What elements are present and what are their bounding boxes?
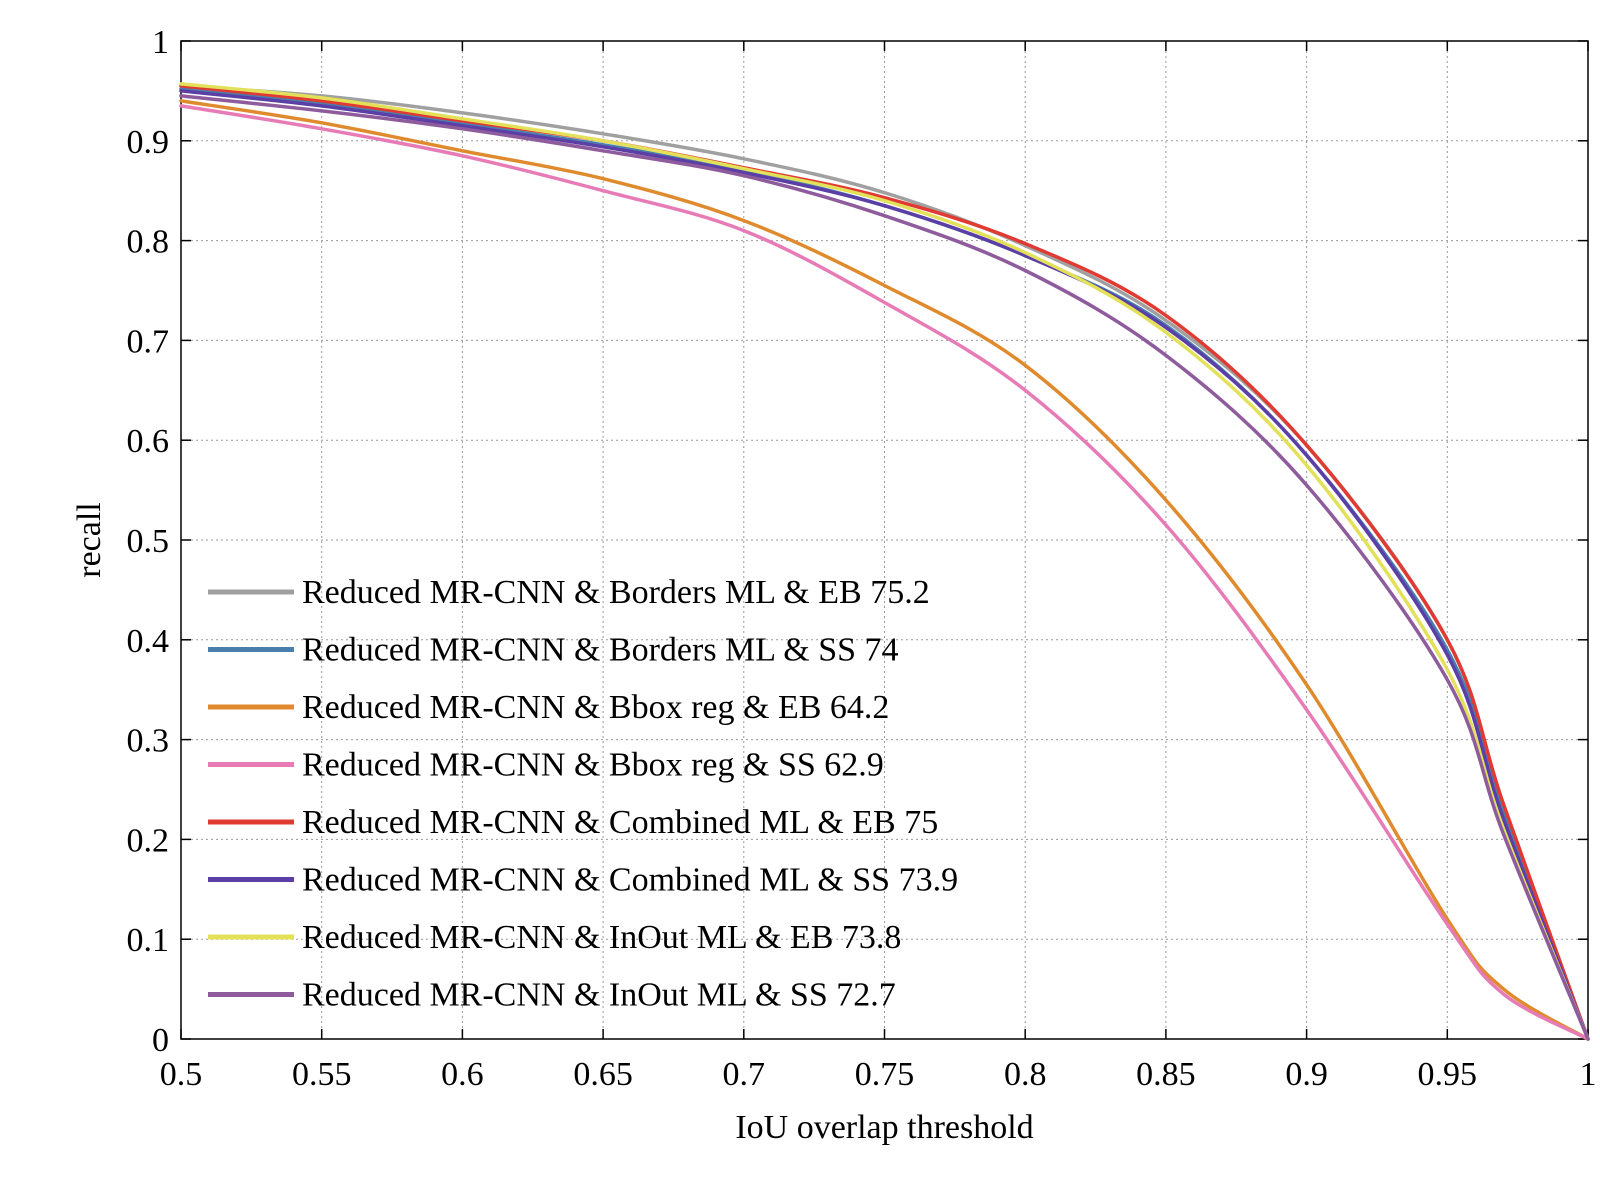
legend-label-3: Reduced MR-CNN & Bbox reg & EB 64.2 [302, 689, 889, 726]
series-lines [179, 82, 1590, 1041]
x-tick-label: 0.9 [1285, 1056, 1328, 1093]
y-tick-label: 0.2 [127, 822, 170, 859]
y-tick-label: 0.1 [127, 922, 170, 959]
series-line-3 [179, 99, 1590, 1041]
series-line-6 [179, 89, 1590, 1041]
x-tick-label: 0.65 [573, 1056, 633, 1093]
y-axis-label: recall [71, 502, 108, 578]
y-tick-label: 0.9 [127, 124, 170, 161]
series-line-7 [179, 82, 1590, 1041]
series-line-5 [179, 84, 1590, 1041]
grid [181, 41, 1588, 1039]
x-axis-label: IoU overlap threshold [735, 1109, 1033, 1146]
series-line-4 [179, 104, 1590, 1041]
legend-label-8: Reduced MR-CNN & InOut ML & SS 72.7 [302, 977, 896, 1014]
legend-label-1: Reduced MR-CNN & Borders ML & EB 75.2 [302, 574, 930, 611]
x-tick-label: 0.75 [855, 1056, 915, 1093]
legend-label-2: Reduced MR-CNN & Borders ML & SS 74 [302, 632, 899, 669]
x-tick-label: 0.7 [723, 1056, 766, 1093]
y-axis: 0 0.1 0.2 0.3 0.4 0.5 0.6 0.7 0.8 0.9 1 [127, 24, 1588, 1059]
x-tick-label: 0.85 [1136, 1056, 1196, 1093]
y-tick-label: 0.3 [127, 723, 170, 760]
x-tick-label: 0.95 [1418, 1056, 1478, 1093]
y-tick-label: 0.7 [127, 323, 170, 360]
y-tick-label: 1 [152, 24, 169, 61]
y-tick-label: 0.5 [127, 523, 170, 560]
legend-label-5: Reduced MR-CNN & Combined ML & EB 75 [302, 804, 938, 841]
x-axis: 0.5 0.55 0.6 0.65 0.7 0.75 0.8 0.85 0.9 0.95 1 [160, 41, 1597, 1093]
y-tick-label: 0.6 [127, 423, 170, 460]
x-tick-label: 0.5 [160, 1056, 203, 1093]
y-tick-label: 0 [152, 1022, 169, 1059]
x-tick-label: 1 [1580, 1056, 1597, 1093]
series-line-8 [179, 94, 1590, 1041]
legend-label-4: Reduced MR-CNN & Bbox reg & SS 62.9 [302, 747, 884, 784]
legend-label-7: Reduced MR-CNN & InOut ML & EB 73.8 [302, 919, 901, 956]
legend-label-6: Reduced MR-CNN & Combined ML & SS 73.9 [302, 862, 958, 899]
x-tick-label: 0.8 [1004, 1056, 1047, 1093]
legend: Reduced MR-CNN & Borders ML & EB 75.2 Red… [208, 574, 958, 1014]
x-tick-label: 0.55 [292, 1056, 352, 1093]
y-tick-label: 0.4 [127, 623, 170, 660]
x-tick-label: 0.6 [441, 1056, 484, 1093]
y-tick-label: 0.8 [127, 224, 170, 261]
